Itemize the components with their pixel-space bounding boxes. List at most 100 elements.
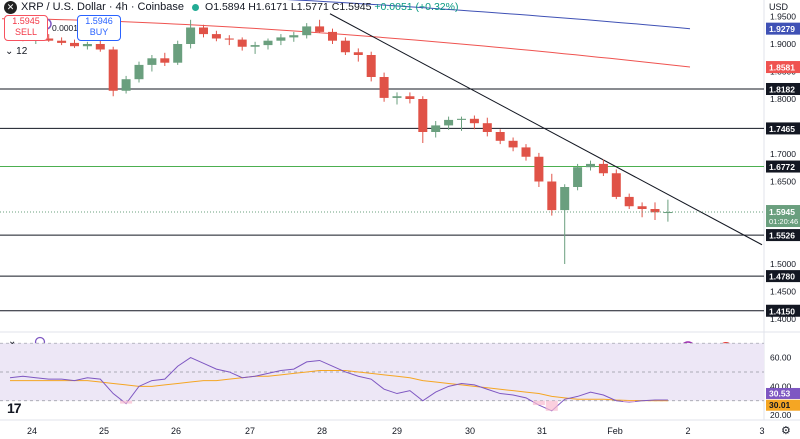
price-tick-label: 1.9500 <box>770 12 796 22</box>
market-status-icon <box>192 3 200 11</box>
candle-body <box>444 119 454 126</box>
rsi-oversold-fill <box>120 400 133 404</box>
level-price-label: 1.6772 <box>769 162 795 172</box>
candle-body <box>276 37 286 41</box>
price-tick-label: 1.5000 <box>770 259 796 269</box>
price-tick-label: 1.9000 <box>770 39 796 49</box>
currency-label: USD <box>769 2 789 12</box>
candle-body <box>366 55 376 77</box>
level-price-tag <box>766 82 800 95</box>
candle-body <box>250 45 260 47</box>
candle-body <box>70 42 79 47</box>
ma-red-tag-label: 1.8581 <box>769 63 795 73</box>
current-price-tag <box>766 205 800 228</box>
buy-button[interactable]: 1.5946 BUY <box>77 15 121 41</box>
candle-body <box>663 212 673 214</box>
ma-blue-tag-label: 1.9279 <box>769 24 795 34</box>
candle-body <box>199 27 208 35</box>
candle-body <box>82 44 92 47</box>
candle-body <box>457 118 466 120</box>
oscillator-chevron-icon[interactable]: ⌄ <box>8 336 17 347</box>
rsi-oversold-fill <box>532 400 545 406</box>
rsi-value-label: 30.53 <box>769 388 791 398</box>
candle-body <box>353 52 363 55</box>
rsi-ma-label: 30.01 <box>769 400 791 410</box>
indicators-toggle[interactable]: ⌄ 12 <box>5 46 27 57</box>
candle-body <box>534 156 544 182</box>
level-price-tag <box>766 270 800 283</box>
symbol-title[interactable]: XRP / U.S. Dollar · 4h · Coinbase <box>21 1 185 13</box>
rsi-tick-label: 40.00 <box>770 381 792 391</box>
candle-body <box>598 163 608 174</box>
spread-value: 0.0001 <box>52 23 78 33</box>
candle-body <box>482 123 492 132</box>
price-tick-label: 1.4500 <box>770 287 796 297</box>
rsi-value-tag <box>766 387 800 399</box>
ma-blue-tag <box>766 22 800 35</box>
candle-body <box>624 196 634 207</box>
candle-body <box>302 26 312 36</box>
buy-price: 1.5946 <box>85 16 113 26</box>
chart-header: ✕ XRP / U.S. Dollar · 4h · Coinbase O1.5… <box>4 0 458 14</box>
xrp-logo-icon: ✕ <box>4 0 17 14</box>
candle-body <box>611 173 621 197</box>
price-tick-label: 1.7000 <box>770 149 796 159</box>
candle-body <box>328 31 337 41</box>
level-price-label: 1.5526 <box>769 231 795 241</box>
candle-body <box>263 40 273 46</box>
time-tick-label: 31 <box>537 426 547 436</box>
candle-body <box>495 132 505 141</box>
current-price-label: 1.5945 <box>769 207 795 217</box>
gear-icon[interactable]: ⚙ <box>781 425 791 437</box>
candle-body <box>237 39 247 47</box>
candle-body <box>173 44 183 63</box>
candle-body <box>160 58 170 63</box>
candle-body <box>637 206 647 209</box>
level-price-label: 1.4150 <box>769 306 795 316</box>
countdown-label: 01:20:46 <box>769 217 798 226</box>
level-price-tag <box>766 304 800 317</box>
buy-label: BUY <box>89 27 109 37</box>
candle-body <box>469 118 479 124</box>
time-tick-label: 29 <box>392 426 402 436</box>
time-tick-label: 2 <box>685 426 690 436</box>
rsi-ma-tag <box>766 399 800 411</box>
candle-body <box>57 40 67 43</box>
time-tick-label: Feb <box>607 426 623 436</box>
candle-body <box>108 49 118 91</box>
price-tick-label: 1.4000 <box>770 314 796 324</box>
candle-body <box>134 64 144 80</box>
price-tick-label: 1.8000 <box>770 94 796 104</box>
ohlc-readout: O1.5894 H1.6171 L1.5771 C1.5945 +0.0051 … <box>205 1 459 13</box>
time-tick-label: 25 <box>99 426 109 436</box>
time-tick-label: 28 <box>317 426 327 436</box>
candle-body <box>340 40 350 53</box>
chevron-down-icon: ⌄ <box>5 46 14 57</box>
sell-button[interactable]: 1.5945 SELL <box>4 15 48 41</box>
level-price-label: 1.4780 <box>769 272 795 282</box>
time-tick-label: 30 <box>465 426 475 436</box>
candle-body <box>186 27 196 44</box>
ma-red-tag <box>766 61 800 74</box>
candle-body <box>44 38 54 41</box>
candle-body <box>392 96 402 98</box>
candle-body <box>315 26 325 32</box>
time-tick-label: 26 <box>171 426 181 436</box>
rsi-line <box>9 357 668 412</box>
candle-body <box>431 125 441 132</box>
time-tick-label: 3 <box>759 426 764 436</box>
rsi-tick-label: 60.00 <box>770 353 792 363</box>
sell-label: SELL <box>14 27 38 37</box>
candle-body <box>379 77 389 98</box>
candle-body <box>405 96 415 99</box>
candle-body <box>289 35 299 38</box>
price-tick-label: 1.6500 <box>770 177 796 187</box>
candle-body <box>560 187 570 211</box>
level-price-tag <box>766 122 800 135</box>
rsi-oversold-fill <box>545 400 558 411</box>
candle-body <box>121 79 131 91</box>
candle-body <box>586 163 595 168</box>
candle-body <box>224 38 234 40</box>
sell-price: 1.5945 <box>12 16 40 26</box>
